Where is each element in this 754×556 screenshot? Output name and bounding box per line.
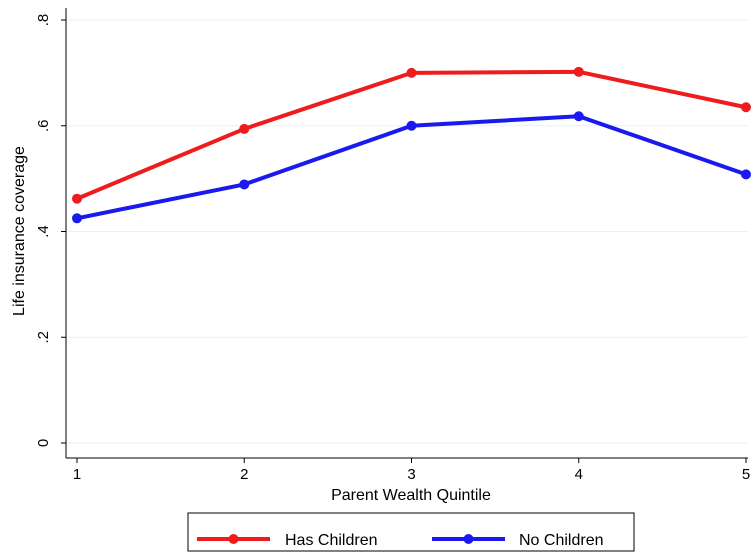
series — [72, 66, 751, 224]
series-no-children — [72, 111, 751, 224]
data-point — [573, 66, 584, 77]
y-axis-title: Life insurance coverage — [11, 146, 28, 316]
x-tick-label: 2 — [240, 466, 248, 483]
legend-swatch-marker — [463, 534, 474, 544]
data-point — [741, 169, 751, 180]
y-tick-label: 0 — [35, 439, 52, 447]
data-point — [239, 179, 250, 190]
legend-swatch-marker — [228, 534, 239, 544]
data-point — [741, 102, 751, 113]
x-tick-label: 5 — [742, 466, 750, 483]
series-has-children — [72, 66, 751, 204]
data-point — [406, 120, 417, 131]
legend-label: Has Children — [285, 532, 377, 549]
legend: Has Children No Children — [187, 512, 635, 552]
data-point — [72, 193, 82, 204]
axes: 0 .2 .4 .6 .8 1 2 3 4 5 — [35, 8, 750, 483]
data-point — [573, 111, 584, 122]
legend-box — [187, 512, 635, 552]
y-tick-label: .4 — [35, 225, 52, 238]
x-tick-label: 1 — [73, 466, 81, 483]
y-tick-label: .6 — [35, 119, 52, 132]
x-tick-label: 3 — [407, 466, 415, 483]
data-point — [72, 213, 82, 224]
legend-label: No Children — [519, 532, 603, 549]
data-point — [239, 123, 250, 134]
x-axis-title: Parent Wealth Quintile — [331, 487, 491, 504]
x-tick-label: 4 — [575, 466, 583, 483]
y-tick-label: .2 — [35, 331, 52, 344]
data-point — [406, 67, 417, 78]
y-tick-label: .8 — [35, 14, 52, 27]
